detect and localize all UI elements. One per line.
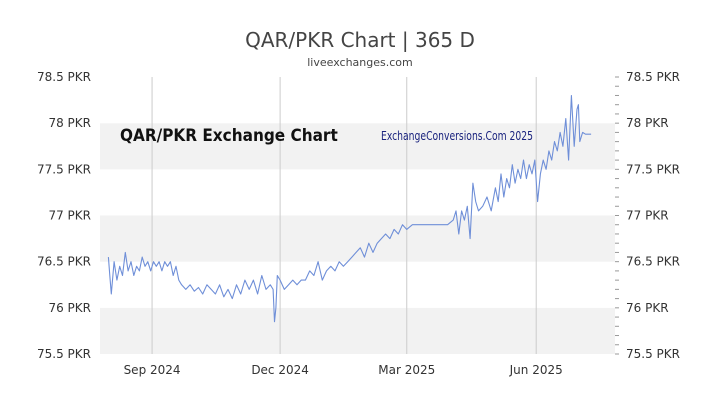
y-tick-label-left: 78.5 PKR [37,70,91,84]
x-axis-labels: Sep 2024 Dec 2024 Mar 2025 Jun 2025 [124,363,563,377]
y-tick-label-right: 75.5 PKR [626,347,680,361]
y-tick-label-right: 76.5 PKR [626,255,680,269]
x-tick-label: Dec 2024 [251,363,309,377]
watermark-chart-name: QAR/PKR Exchange Chart [120,126,338,146]
y-tick-label-left: 76.5 PKR [37,255,91,269]
x-tick-label: Sep 2024 [124,363,181,377]
y-axis-right-labels: 78.5 PKR 78 PKR 77.5 PKR 77 PKR 76.5 PKR 76 P… [626,70,680,361]
y-tick-label-left: 77 PKR [48,209,91,223]
x-tick-label: Jun 2025 [509,363,563,377]
background-band [100,169,615,216]
y-tick-label-right: 78.5 PKR [626,70,680,84]
plot-background-bands [100,77,615,354]
y-tick-label-left: 78 PKR [48,116,91,130]
y-tick-label-right: 77 PKR [626,209,669,223]
y-tick-label-left: 76 PKR [48,301,91,315]
right-axis-minor-ticks [615,76,619,355]
background-band [100,307,615,354]
background-band [100,77,615,124]
vertical-gridlines [151,77,537,354]
background-band [100,215,615,262]
background-band [100,123,615,170]
x-tick-label: Mar 2025 [378,363,435,377]
chart-title: QAR/PKR Chart | 365 D [245,28,475,52]
y-tick-label-left: 77.5 PKR [37,162,91,176]
y-tick-label-right: 77.5 PKR [626,162,680,176]
y-axis-left-labels: 78.5 PKR 78 PKR 77.5 PKR 77 PKR 76.5 PKR 76 P… [37,70,91,361]
background-band [100,261,615,308]
watermark-site: ExchangeConversions.Com 2025 [381,129,533,143]
y-tick-label-right: 76 PKR [626,301,669,315]
series-line [107,94,592,323]
y-tick-label-right: 78 PKR [626,116,669,130]
chart-subtitle: liveexchanges.com [307,56,412,69]
y-tick-label-left: 75.5 PKR [37,347,91,361]
